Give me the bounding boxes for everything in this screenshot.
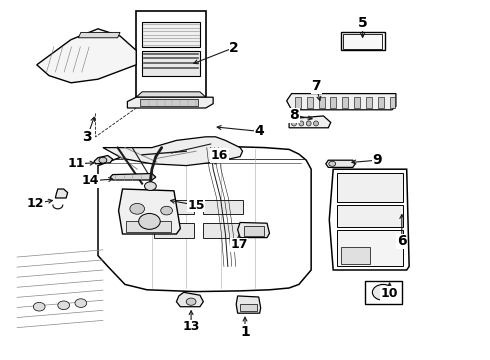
Polygon shape: [287, 94, 396, 110]
Bar: [337, 205, 403, 227]
Bar: [378, 97, 384, 108]
Bar: [203, 223, 243, 238]
Ellipse shape: [292, 121, 296, 126]
Bar: [154, 223, 194, 238]
Polygon shape: [136, 92, 206, 97]
Polygon shape: [289, 116, 331, 128]
Polygon shape: [55, 189, 68, 198]
Circle shape: [75, 299, 87, 307]
Text: 11: 11: [67, 157, 85, 170]
Text: 5: 5: [358, 17, 368, 30]
Polygon shape: [119, 189, 180, 234]
Bar: [244, 226, 264, 236]
Bar: [342, 97, 348, 108]
Bar: [142, 22, 200, 47]
Bar: [154, 200, 194, 214]
Circle shape: [186, 298, 196, 305]
Bar: [337, 230, 403, 266]
Text: 15: 15: [187, 199, 205, 212]
Bar: [337, 173, 403, 202]
Ellipse shape: [306, 121, 311, 126]
Circle shape: [145, 182, 156, 190]
Polygon shape: [103, 137, 243, 166]
Circle shape: [139, 213, 160, 229]
Polygon shape: [329, 169, 409, 270]
Circle shape: [58, 301, 70, 310]
Bar: [354, 97, 360, 108]
Text: 7: 7: [311, 80, 321, 93]
Polygon shape: [98, 147, 311, 292]
Bar: [341, 247, 370, 264]
Polygon shape: [78, 32, 120, 38]
Circle shape: [329, 161, 336, 166]
Text: 14: 14: [82, 174, 99, 187]
Polygon shape: [176, 292, 203, 307]
Text: 8: 8: [289, 108, 299, 122]
Polygon shape: [326, 160, 355, 167]
Circle shape: [161, 206, 172, 215]
Bar: [365, 281, 402, 304]
Polygon shape: [127, 97, 213, 108]
Polygon shape: [110, 174, 156, 180]
Bar: [295, 97, 301, 108]
Bar: [341, 32, 385, 50]
Text: 2: 2: [229, 41, 239, 54]
Text: 16: 16: [211, 149, 228, 162]
Ellipse shape: [314, 121, 318, 126]
Polygon shape: [238, 222, 270, 238]
Bar: [390, 97, 395, 108]
Bar: [140, 99, 198, 106]
Bar: [318, 97, 324, 108]
Circle shape: [130, 203, 145, 214]
Text: 13: 13: [182, 320, 200, 333]
Text: 4: 4: [255, 125, 265, 138]
Text: 6: 6: [397, 234, 407, 248]
Ellipse shape: [372, 284, 394, 300]
Polygon shape: [94, 156, 113, 164]
Text: 10: 10: [381, 287, 398, 300]
Bar: [126, 221, 171, 232]
Circle shape: [33, 302, 45, 311]
Bar: [142, 51, 200, 76]
Polygon shape: [37, 29, 136, 83]
Text: 17: 17: [230, 238, 248, 251]
Text: 3: 3: [82, 130, 92, 144]
Circle shape: [99, 157, 107, 163]
Bar: [307, 97, 313, 108]
Text: 12: 12: [26, 197, 44, 210]
Bar: [343, 34, 382, 49]
Text: 1: 1: [240, 325, 250, 339]
Ellipse shape: [299, 121, 304, 126]
Bar: [366, 97, 372, 108]
Bar: [203, 200, 243, 214]
Bar: [330, 97, 336, 108]
Polygon shape: [236, 296, 261, 313]
Bar: [136, 11, 206, 97]
Text: 9: 9: [372, 153, 382, 167]
Bar: [240, 304, 257, 311]
